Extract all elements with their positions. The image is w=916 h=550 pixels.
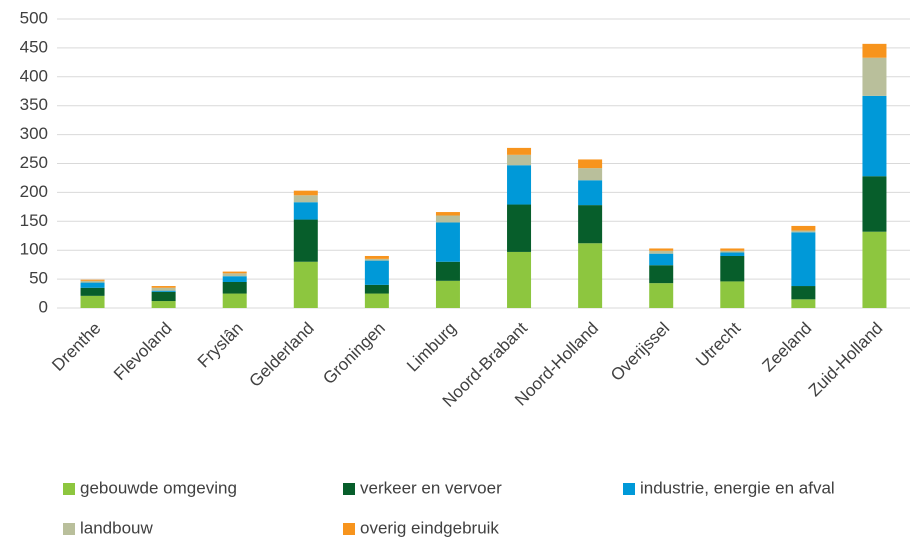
bar-segment: [578, 180, 603, 206]
bar-segment: [791, 232, 816, 287]
bar-segment: [222, 281, 247, 294]
bar-segment: [80, 280, 105, 283]
bar-segment: [578, 243, 603, 308]
x-tick-label: Flevoland: [110, 319, 176, 385]
legend-label: industrie, energie en afval: [640, 478, 835, 497]
legend-swatch: [343, 523, 355, 535]
legend-swatch: [623, 483, 635, 495]
bar-segment: [80, 282, 105, 288]
bar-segment: [293, 219, 318, 262]
bar-segment: [507, 204, 532, 252]
bar-segment: [578, 168, 603, 181]
bar-segment: [222, 271, 247, 274]
bar-segment: [507, 154, 532, 166]
bar-segment: [720, 281, 745, 308]
bar-segment: [222, 276, 247, 282]
bar-segment: [862, 57, 887, 96]
bar-segment: [791, 230, 816, 233]
legend-label: verkeer en vervoer: [360, 478, 502, 497]
bar-segment: [293, 195, 318, 203]
y-tick-label: 100: [20, 240, 48, 259]
y-tick-label: 200: [20, 182, 48, 201]
x-tick-label: Zuid-Holland: [805, 319, 887, 401]
x-tick-label: Utrecht: [692, 318, 744, 370]
bar-segment: [435, 261, 460, 281]
legend-label: landbouw: [80, 518, 154, 537]
bar-segment: [80, 295, 105, 308]
bar-segment: [435, 222, 460, 262]
bar-segment: [364, 284, 389, 294]
legend-label: overig eindgebruik: [360, 518, 499, 537]
bar-segment: [151, 301, 176, 308]
bar-segment: [364, 255, 389, 259]
x-tick-label: Limburg: [403, 319, 460, 376]
bar-segment: [364, 293, 389, 308]
bar-segment: [364, 260, 389, 285]
bar-segment: [435, 280, 460, 308]
bar-segment: [862, 95, 887, 177]
bar-segment: [791, 286, 816, 300]
bar-segment: [435, 212, 460, 216]
bar-segment: [222, 273, 247, 277]
x-tick-label: Gelderland: [246, 319, 318, 391]
bar-segment: [151, 286, 176, 288]
bar-segment: [720, 252, 745, 256]
bar-segment: [507, 147, 532, 155]
bar-segment: [649, 248, 674, 251]
bar-segment: [293, 261, 318, 308]
bar-segment: [151, 291, 176, 302]
x-tick-label: Overijssel: [607, 319, 673, 385]
bar-segment: [791, 299, 816, 308]
bar-segment: [649, 265, 674, 284]
x-tick-label: Drenthe: [48, 319, 104, 375]
x-tick-label: Fryslân: [194, 319, 247, 372]
bar-segment: [293, 202, 318, 220]
y-tick-label: 50: [29, 269, 48, 288]
bar-segment: [862, 176, 887, 232]
bar-segment: [649, 253, 674, 266]
y-tick-label: 350: [20, 95, 48, 114]
bar-segment: [720, 255, 745, 282]
x-tick-label: Groningen: [319, 319, 389, 389]
bar-segment: [578, 159, 603, 169]
bar-segment: [862, 231, 887, 308]
bar-segment: [507, 251, 532, 308]
y-tick-label: 500: [20, 8, 48, 27]
bar-segment: [649, 250, 674, 254]
bar-segment: [507, 165, 532, 205]
legend-label: gebouwde omgeving: [80, 478, 237, 497]
bar-segment: [151, 290, 176, 292]
legend-swatch: [63, 483, 75, 495]
legend-swatch: [63, 523, 75, 535]
bar-segment: [364, 258, 389, 261]
bar-segment: [222, 293, 247, 308]
bar-segment: [862, 43, 887, 58]
y-tick-label: 400: [20, 66, 48, 85]
bar-segment: [649, 283, 674, 308]
bar-segment: [720, 250, 745, 253]
y-tick-label: 300: [20, 124, 48, 143]
y-tick-label: 150: [20, 211, 48, 230]
bar-segment: [80, 279, 105, 281]
y-tick-label: 0: [39, 297, 48, 316]
y-tick-label: 450: [20, 37, 48, 56]
x-tick-label: Zeeland: [758, 319, 815, 376]
bar-segment: [80, 287, 105, 296]
bar-segment: [435, 215, 460, 223]
bar-segment: [151, 287, 176, 291]
bar-segment: [720, 248, 745, 251]
y-tick-label: 250: [20, 153, 48, 172]
legend-swatch: [343, 483, 355, 495]
bar-segment: [293, 190, 318, 196]
bar-segment: [578, 205, 603, 244]
bar-segment: [791, 225, 816, 231]
